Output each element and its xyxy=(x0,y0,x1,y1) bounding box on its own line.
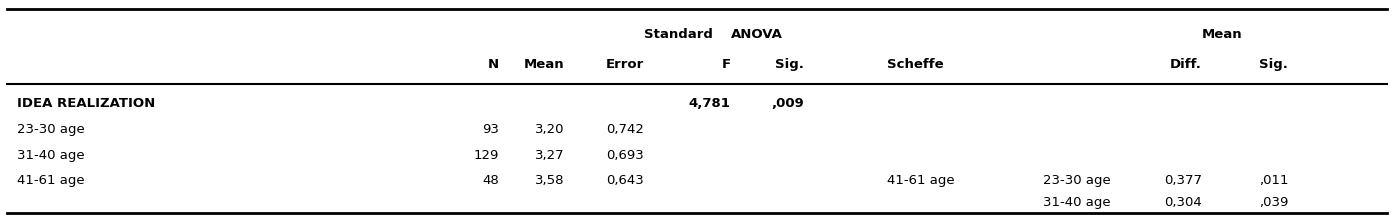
Text: 0,643: 0,643 xyxy=(606,174,644,187)
Text: 23-30 age: 23-30 age xyxy=(1043,174,1111,187)
Text: F: F xyxy=(721,58,730,71)
Text: ,039: ,039 xyxy=(1259,196,1288,208)
Text: 0,742: 0,742 xyxy=(606,123,644,136)
Text: Mean: Mean xyxy=(1202,28,1242,41)
Text: 41-61 age: 41-61 age xyxy=(17,174,85,187)
Text: Scheffe: Scheffe xyxy=(887,58,944,71)
Text: 4,781: 4,781 xyxy=(689,97,730,110)
Text: Mean: Mean xyxy=(524,58,565,71)
Text: Diff.: Diff. xyxy=(1170,58,1202,71)
Text: Standard: Standard xyxy=(644,28,712,41)
Text: IDEA REALIZATION: IDEA REALIZATION xyxy=(17,97,155,110)
Text: 0,377: 0,377 xyxy=(1164,174,1202,187)
Text: 0,304: 0,304 xyxy=(1164,196,1202,208)
Text: ,009: ,009 xyxy=(772,97,804,110)
Text: 3,20: 3,20 xyxy=(535,123,565,136)
Text: 93: 93 xyxy=(482,123,499,136)
Text: ,011: ,011 xyxy=(1259,174,1288,187)
Text: Error: Error xyxy=(606,58,644,71)
Text: 31-40 age: 31-40 age xyxy=(17,149,85,162)
Text: 129: 129 xyxy=(474,149,499,162)
Text: 3,27: 3,27 xyxy=(535,149,565,162)
Text: ANOVA: ANOVA xyxy=(730,28,782,41)
Text: Sig.: Sig. xyxy=(775,58,804,71)
Text: Sig.: Sig. xyxy=(1259,58,1288,71)
Text: 23-30 age: 23-30 age xyxy=(17,123,85,136)
Text: 31-40 age: 31-40 age xyxy=(1043,196,1111,208)
Text: 41-61 age: 41-61 age xyxy=(887,174,955,187)
Text: 3,58: 3,58 xyxy=(535,174,565,187)
Text: N: N xyxy=(488,58,499,71)
Text: 0,693: 0,693 xyxy=(606,149,644,162)
Text: 48: 48 xyxy=(482,174,499,187)
